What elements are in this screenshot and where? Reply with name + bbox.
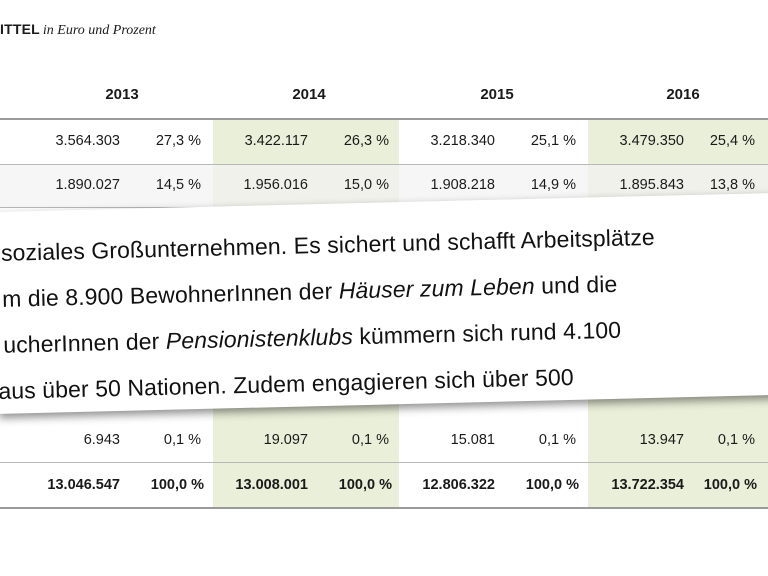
row-rule [0, 462, 768, 463]
percent-cell: 0,1 % [351, 432, 389, 448]
percent-cell: 0,1 % [717, 432, 755, 448]
overlay-text-line: ucherInnen der Pensionistenklubs kümmern… [3, 317, 622, 359]
overlay-emphasis: Pensionistenklubs [165, 323, 354, 354]
value-cell: 13.947 [639, 432, 684, 448]
overlay-text-span: und die [534, 270, 618, 299]
percent-cell: 25,1 % [530, 133, 576, 149]
value-cell: 3.564.303 [55, 133, 120, 149]
total-value-cell: 13.046.547 [47, 477, 120, 493]
percent-cell: 25,4 % [709, 133, 755, 149]
overlay-text-span: m die 8.900 BewohnerInnen der [1, 277, 340, 312]
overlay-emphasis: Häuser zum Leben [338, 272, 535, 304]
value-cell: 3.218.340 [430, 133, 495, 149]
table-title: ITTEL [0, 21, 40, 37]
bottom-rule [0, 507, 768, 509]
total-percent-cell: 100,0 % [703, 477, 757, 493]
percent-cell: 13,8 % [709, 177, 755, 193]
year-header-2015: 2015 [480, 86, 514, 103]
year-header-2013: 2013 [105, 86, 139, 103]
total-value-cell: 13.008.001 [235, 477, 308, 493]
overlay-text-line: m die 8.900 BewohnerInnen der Häuser zum… [2, 271, 618, 313]
percent-cell: 15,0 % [343, 177, 389, 193]
value-cell: 1.956.016 [243, 177, 308, 193]
value-cell: 15.081 [450, 432, 495, 448]
header-rule [0, 118, 768, 120]
percent-cell: 27,3 % [155, 133, 201, 149]
percent-cell: 0,1 % [163, 432, 201, 448]
table-subtitle: in Euro und Prozent [42, 23, 156, 38]
percent-cell: 14,9 % [530, 177, 576, 193]
overlay-text-span: kümmern sich rund 4.100 [352, 316, 622, 350]
total-percent-cell: 100,0 % [338, 477, 392, 493]
value-cell: 3.479.350 [619, 133, 684, 149]
value-cell: 1.890.027 [55, 177, 120, 193]
overlay-text-line: soziales Großunternehmen. Es sichert und… [0, 223, 656, 266]
overlay-text-span: ucherInnen der [2, 327, 167, 358]
text-overlay-strip: soziales Großunternehmen. Es sichert und… [0, 192, 768, 414]
year-header-2016: 2016 [666, 86, 700, 103]
table-heading: ITTEL in Euro und Prozent [0, 21, 156, 39]
percent-cell: 26,3 % [343, 133, 389, 149]
value-cell: 6.943 [83, 432, 120, 448]
total-percent-cell: 100,0 % [525, 477, 579, 493]
total-value-cell: 12.806.322 [422, 477, 495, 493]
value-cell: 3.422.117 [244, 133, 308, 149]
value-cell: 1.895.843 [619, 177, 684, 193]
total-value-cell: 13.722.354 [611, 477, 684, 493]
percent-cell: 14,5 % [155, 177, 201, 193]
total-percent-cell: 100,0 % [150, 477, 204, 493]
year-header-2014: 2014 [292, 86, 326, 103]
overlay-text-line: aus über 50 Nationen. Zudem engagieren s… [0, 363, 575, 404]
percent-cell: 0,1 % [538, 432, 576, 448]
value-cell: 1.908.218 [430, 177, 495, 193]
row-rule [0, 164, 768, 165]
value-cell: 19.097 [263, 432, 308, 448]
